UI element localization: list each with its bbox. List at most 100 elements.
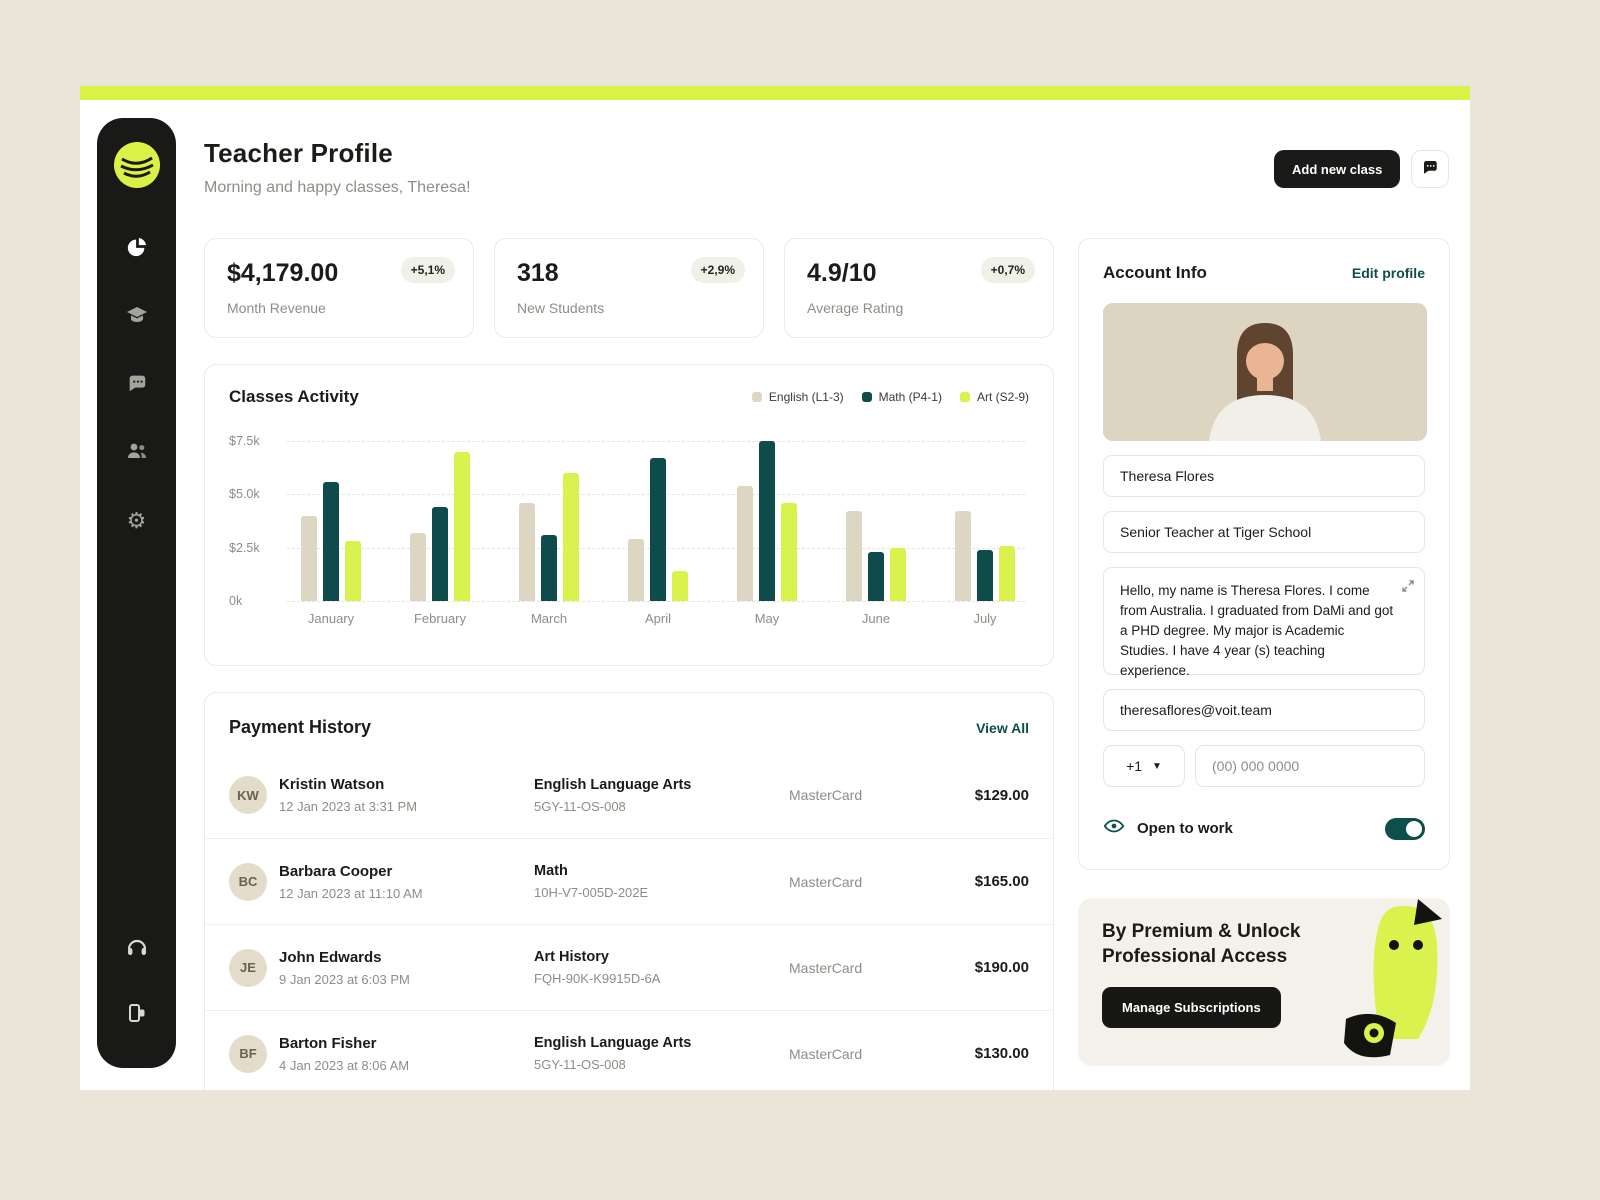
premium-card: By Premium & Unlock Professional Access …	[1078, 898, 1450, 1066]
payment-method: MasterCard	[789, 959, 863, 976]
legend-item-english: English (L1-3)	[751, 390, 844, 404]
chart-legend: English (L1-3) Math (P4-1) Art (S2-9)	[751, 390, 1029, 404]
y-tick-label: 0k	[229, 594, 243, 608]
course-code: 10H-V7-005D-202E	[534, 885, 649, 900]
account-info-title: Account Info	[1103, 263, 1207, 282]
open-to-work-label: Open to work	[1137, 820, 1233, 837]
course-name: English Language Arts	[534, 1035, 692, 1051]
legend-swatch	[959, 392, 970, 402]
sidebar-item-logout[interactable]	[124, 1002, 150, 1028]
manage-subscriptions-button[interactable]: Manage Subscriptions	[1102, 987, 1281, 1029]
bar-group: June	[846, 441, 906, 626]
profile-photo	[1103, 303, 1427, 441]
payer-name: John Edwards	[279, 948, 382, 966]
chart-plot-area: $7.5k $5.0k $2.5k 0k January February Marc…	[229, 434, 1029, 626]
sidebar: ⚙	[97, 118, 176, 1068]
course-name: Math	[534, 863, 568, 879]
app-window: ⚙ Teacher Profile Morning and happy clas…	[80, 100, 1470, 1090]
sidebar-nav: ⚙	[124, 236, 150, 534]
payment-method: MasterCard	[789, 873, 863, 890]
role-field[interactable]	[1103, 511, 1425, 553]
stats-row: $4,179.00 +5,1% Month Revenue 318 +2,9% …	[204, 238, 1054, 338]
stat-change-badge: +5,1%	[400, 257, 455, 283]
payment-row[interactable]: JE John Edwards 9 Jan 2023 at 6:03 PM Ar…	[205, 924, 1053, 1010]
sidebar-item-analytics[interactable]	[124, 236, 150, 262]
stat-label: Month Revenue	[227, 300, 326, 316]
bar-group: May	[737, 441, 797, 626]
gridline	[287, 441, 1025, 442]
main-content: Teacher Profile Morning and happy classe…	[204, 100, 1054, 197]
course-code: 5GY-11-OS-008	[534, 798, 626, 814]
avatar: BC	[229, 862, 267, 901]
bar	[781, 503, 797, 601]
people-icon	[125, 439, 149, 468]
sidebar-item-classes[interactable]	[124, 304, 150, 330]
premium-title: By Premium & Unlock Professional Access	[1102, 921, 1301, 967]
bar	[672, 571, 688, 601]
messages-button[interactable]	[1411, 150, 1449, 188]
x-tick-label: March	[530, 611, 568, 626]
edit-profile-link[interactable]: Edit profile	[1351, 265, 1425, 281]
gridline	[287, 601, 1025, 602]
payment-row[interactable]: KW Kristin Watson 12 Jan 2023 at 3:31 PM…	[205, 752, 1053, 838]
chat-bubble-icon	[1421, 158, 1439, 181]
stat-value: 318	[517, 259, 559, 287]
bar-group: January	[301, 441, 361, 626]
chart-title: Classes Activity	[229, 387, 359, 406]
classes-activity-card: Classes Activity English (L1-3) Math (P4…	[204, 364, 1054, 666]
legend-item-art: Art (S2-9)	[959, 390, 1029, 404]
page-title: Teacher Profile	[204, 138, 393, 168]
bar-group: March	[519, 441, 579, 626]
stat-value: $4,179.00	[227, 259, 339, 287]
payment-date: 9 Jan 2023 at 6:03 PM	[279, 971, 410, 987]
open-to-work-toggle[interactable]	[1385, 817, 1425, 840]
bar	[301, 516, 317, 601]
bar	[454, 452, 470, 601]
phone-input[interactable]	[1195, 745, 1425, 787]
sidebar-item-support[interactable]	[124, 936, 150, 962]
account-info-card: Account Info Edit profile Hello, my name…	[1078, 238, 1450, 870]
payment-row[interactable]: BC Barbara Cooper 12 Jan 2023 at 11:10 A…	[205, 838, 1053, 924]
bar-group: April	[628, 441, 688, 626]
bar	[650, 458, 666, 601]
stat-value: 4.9/10	[807, 259, 877, 287]
payment-amount: $165.00	[974, 873, 1029, 890]
view-all-link[interactable]: View All	[976, 719, 1029, 736]
payment-method: MasterCard	[789, 787, 863, 803]
x-tick-label: January	[307, 611, 355, 626]
name-field[interactable]	[1103, 455, 1425, 497]
country-code-select[interactable]: +1 ▼	[1103, 745, 1185, 787]
y-tick-label: $5.0k	[229, 487, 260, 501]
sidebar-item-settings[interactable]: ⚙	[124, 508, 150, 534]
payment-date: 12 Jan 2023 at 11:10 AM	[279, 885, 423, 901]
avatar: JE	[229, 948, 267, 987]
bio-field[interactable]: Hello, my name is Theresa Flores. I come…	[1103, 567, 1425, 678]
avatar: BF	[229, 1034, 267, 1073]
payment-amount: $129.00	[974, 786, 1029, 804]
course-code: 5GY-11-OS-008	[534, 1057, 626, 1072]
bar	[541, 535, 557, 601]
logout-icon	[125, 1001, 149, 1030]
bar-group: February	[410, 441, 470, 626]
bar	[999, 546, 1015, 601]
sidebar-item-students[interactable]	[124, 440, 150, 466]
payment-date: 12 Jan 2023 at 3:31 PM	[279, 799, 418, 814]
payer-name: Kristin Watson	[279, 776, 385, 793]
bar	[846, 511, 862, 601]
email-field[interactable]	[1103, 689, 1425, 731]
stat-change-badge: +0,7%	[980, 257, 1035, 283]
x-tick-label: May	[754, 611, 780, 626]
app-logo[interactable]	[113, 142, 160, 188]
legend-swatch	[861, 392, 872, 402]
legend-item-math: Math (P4-1)	[861, 390, 942, 404]
bar	[759, 441, 775, 601]
expand-icon[interactable]	[1402, 578, 1414, 598]
bar	[519, 503, 535, 601]
pie-chart-icon	[126, 236, 148, 263]
stat-card-rating: 4.9/10 +0,7% Average Rating	[784, 238, 1054, 338]
payment-row[interactable]: BF Barton Fisher 4 Jan 2023 at 8:06 AM E…	[205, 1010, 1053, 1090]
avatar: KW	[229, 776, 267, 814]
sidebar-item-messages[interactable]	[124, 372, 150, 398]
add-new-class-button[interactable]: Add new class	[1274, 150, 1401, 188]
stat-label: New Students	[517, 300, 605, 316]
